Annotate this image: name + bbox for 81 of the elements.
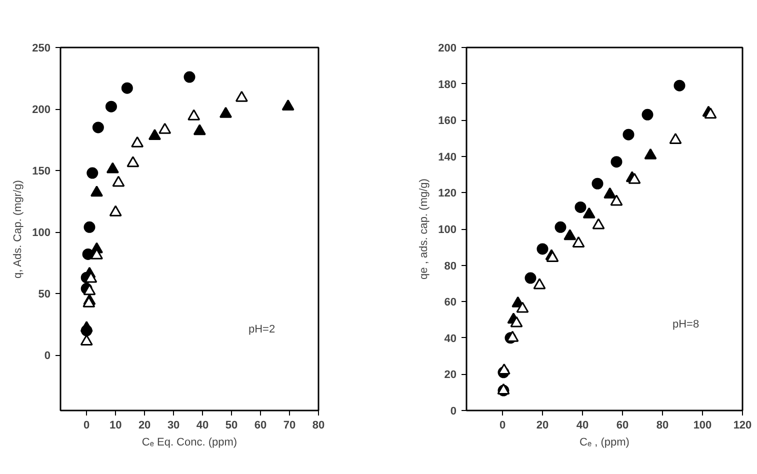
point — [106, 162, 119, 174]
y-tick-label: 200 — [32, 104, 51, 116]
point — [524, 272, 536, 284]
y-tick-label: 50 — [38, 288, 51, 301]
x-axis-title: Cₑ , (ppm) — [580, 436, 630, 448]
point — [622, 128, 634, 140]
point — [148, 128, 161, 140]
point — [674, 80, 686, 92]
point — [80, 320, 93, 332]
y-tick-label: 0 — [44, 350, 51, 362]
point — [574, 201, 586, 213]
point — [644, 148, 657, 160]
point — [193, 124, 206, 136]
point — [219, 106, 232, 118]
x-tick-label: 0 — [84, 420, 90, 432]
point — [282, 99, 294, 110]
x-tick-label: 10 — [109, 420, 122, 432]
y-tick-label: 250 — [32, 42, 51, 54]
point — [121, 82, 133, 94]
point — [105, 100, 117, 112]
y-tick-label: 180 — [438, 78, 457, 91]
y-tick-label: 200 — [438, 42, 457, 54]
point — [516, 302, 529, 313]
x-tick-label: 60 — [616, 420, 629, 432]
x-tick-label: 120 — [733, 420, 752, 432]
point — [533, 278, 546, 290]
point — [604, 187, 616, 198]
point — [564, 229, 576, 240]
point — [536, 243, 548, 255]
y-tick-label: 60 — [444, 296, 457, 309]
x-axis-title: Cₑ Eq. Conc. (ppm) — [142, 436, 238, 448]
point — [235, 90, 248, 102]
y-axis-title: qe , ads. cap. (mg/g) — [418, 178, 430, 280]
point — [669, 132, 682, 144]
y-tick-label: 150 — [32, 166, 51, 178]
x-tick-label: 100 — [693, 420, 712, 432]
x-tick-label: 70 — [283, 420, 296, 432]
point — [610, 194, 623, 206]
point — [131, 136, 144, 148]
point — [592, 218, 605, 230]
y-tick-label: 100 — [32, 227, 51, 240]
y-tick-label: 40 — [444, 332, 457, 345]
x-tick-label: 20 — [536, 420, 549, 432]
point — [572, 236, 585, 248]
point — [84, 221, 96, 233]
x-tick-label: 20 — [138, 420, 151, 432]
point — [592, 178, 604, 190]
point — [86, 167, 98, 179]
y-axis-title: q, Ads. Cap. (mgr/g) — [12, 180, 24, 279]
point — [184, 71, 196, 83]
y-tick-label: 140 — [438, 151, 457, 164]
point — [83, 284, 96, 296]
point — [582, 207, 596, 218]
x-tick-label: 30 — [167, 420, 180, 432]
annotation: pH=8 — [672, 318, 700, 330]
point — [554, 221, 566, 233]
point — [92, 122, 104, 134]
y-tick-label: 80 — [444, 260, 457, 272]
y-tick-label: 0 — [450, 406, 457, 418]
point — [628, 172, 641, 184]
point — [642, 108, 654, 120]
x-tick-label: 50 — [225, 420, 238, 432]
x-tick-label: 60 — [254, 420, 267, 432]
y-tick-label: 120 — [438, 188, 457, 200]
y-tick-label: 160 — [438, 115, 457, 128]
point — [126, 156, 140, 168]
x-tick-label: 0 — [499, 420, 506, 432]
point — [610, 156, 622, 168]
x-tick-label: 80 — [312, 420, 325, 432]
point — [109, 205, 122, 216]
point — [90, 186, 103, 197]
point — [510, 316, 523, 328]
point — [158, 122, 172, 134]
x-tick-label: 40 — [196, 420, 209, 432]
x-tick-label: 80 — [656, 420, 669, 432]
annotation: pH=2 — [248, 324, 276, 336]
x-tick-label: 40 — [576, 420, 589, 432]
point — [112, 176, 125, 187]
y-tick-label: 20 — [444, 369, 457, 382]
point — [188, 109, 200, 120]
y-tick-label: 100 — [438, 224, 457, 236]
